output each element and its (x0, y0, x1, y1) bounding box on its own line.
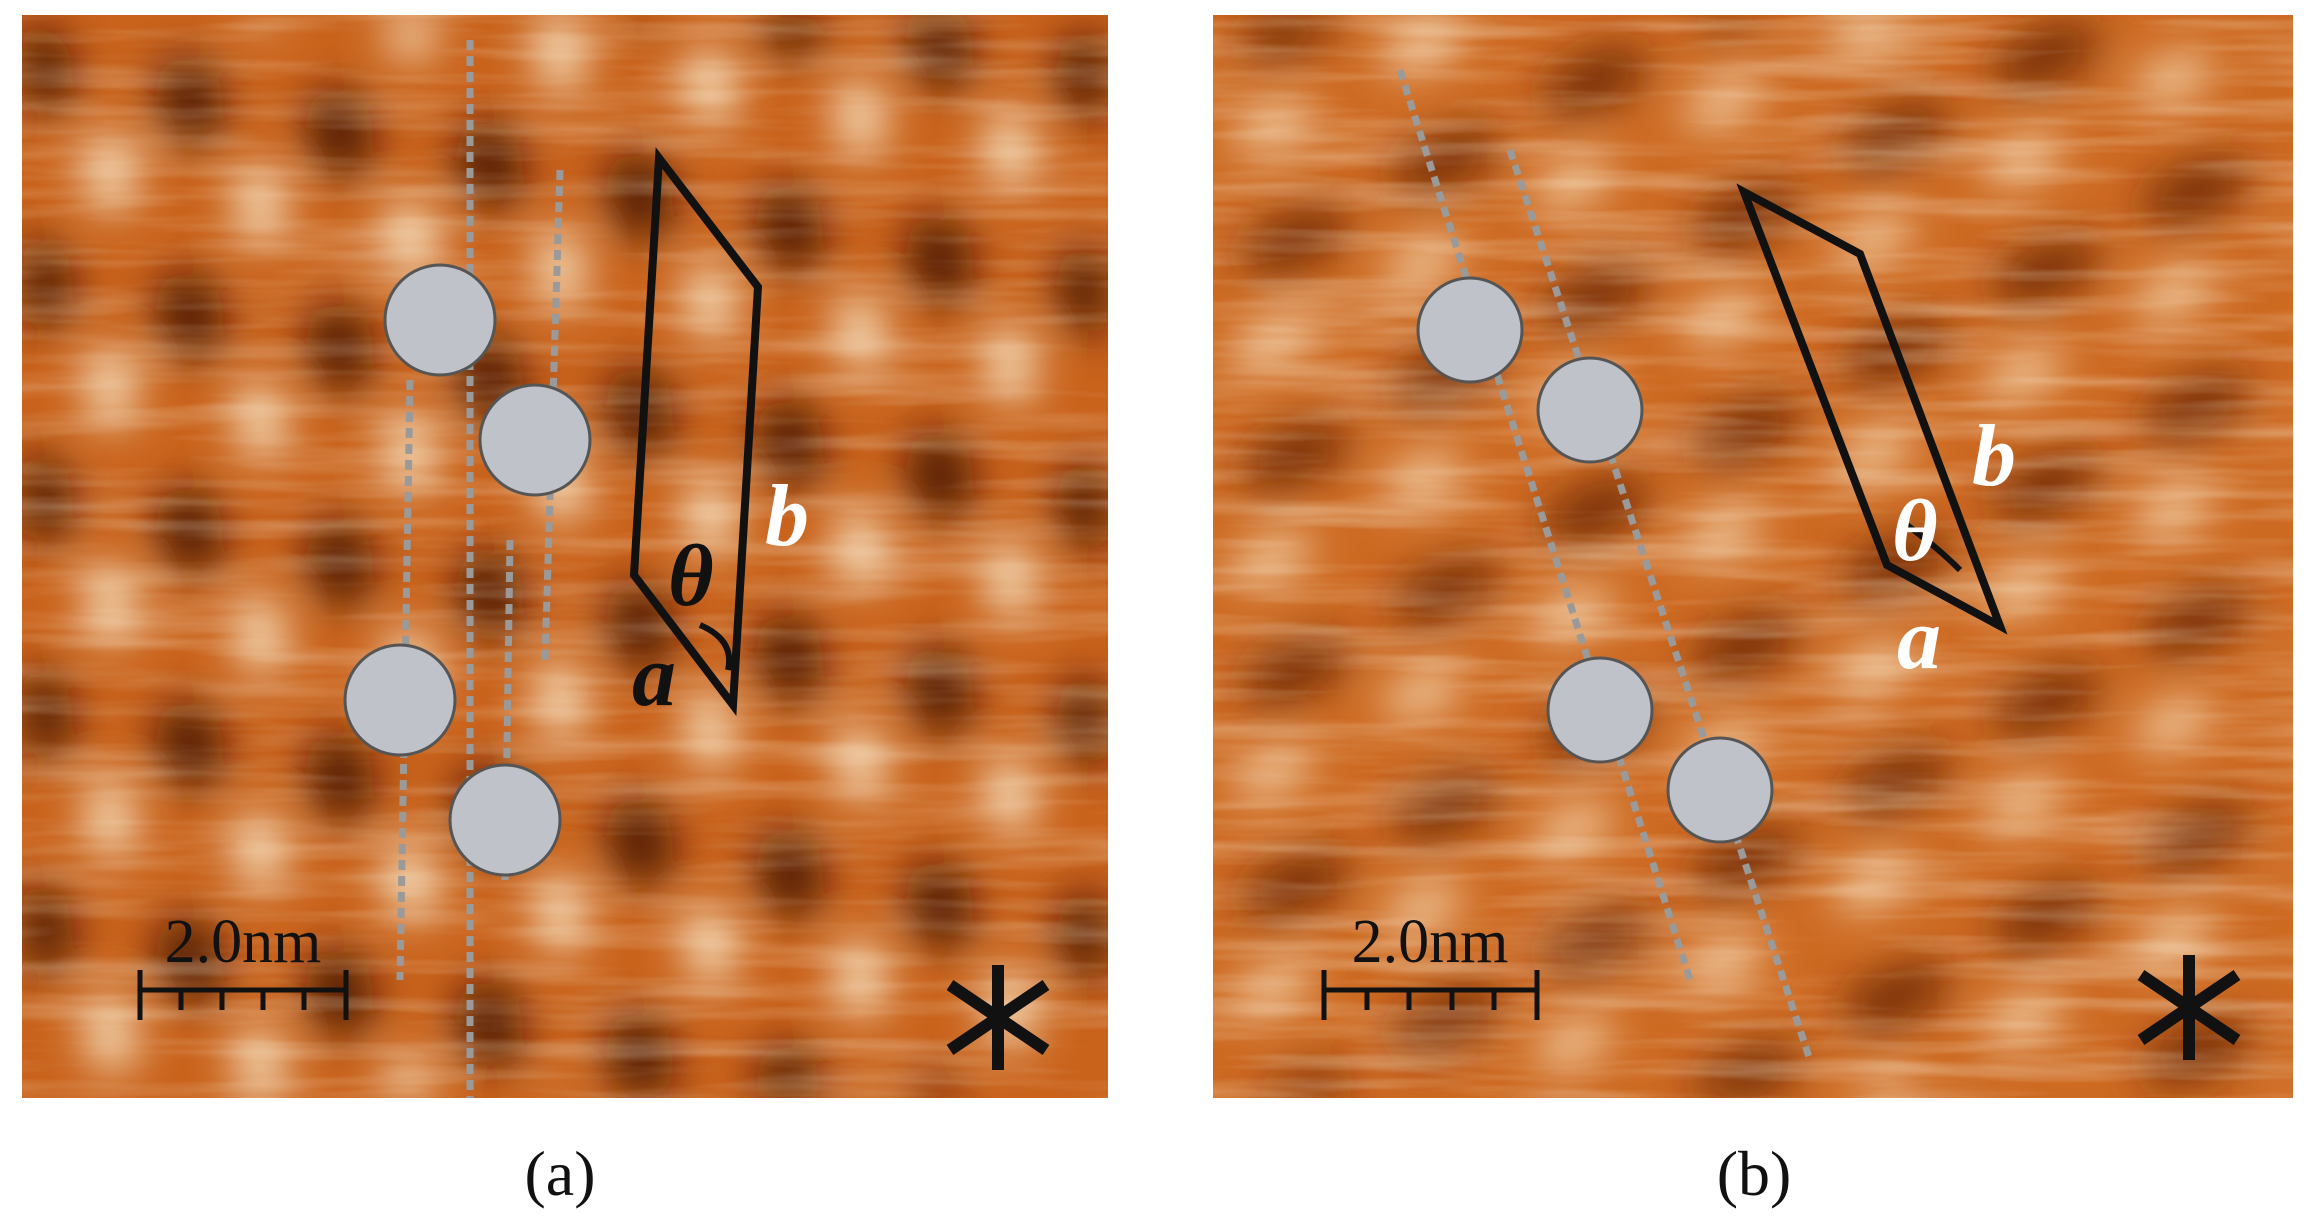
stm-panel-a: b θ a 2.0nm (22, 15, 1108, 1098)
panel-caption: (a) (524, 1138, 595, 1209)
stm-panel-b: b θ a 2.0nm (1213, 15, 2293, 1098)
scale-bar-label: 2.0nm (165, 908, 322, 976)
angle-label: θ (668, 528, 714, 625)
lattice-b-label: b (765, 468, 809, 565)
star-marker (2137, 955, 2241, 1060)
angle-label: θ (1892, 483, 1938, 580)
star-marker (946, 965, 1050, 1070)
lattice-a-label: a (1897, 591, 1941, 688)
panel-caption: (b) (1717, 1138, 1792, 1209)
lattice-b-label: b (1972, 408, 2016, 505)
scale-bar-label: 2.0nm (1352, 908, 1509, 976)
lattice-a-label: a (632, 628, 676, 725)
